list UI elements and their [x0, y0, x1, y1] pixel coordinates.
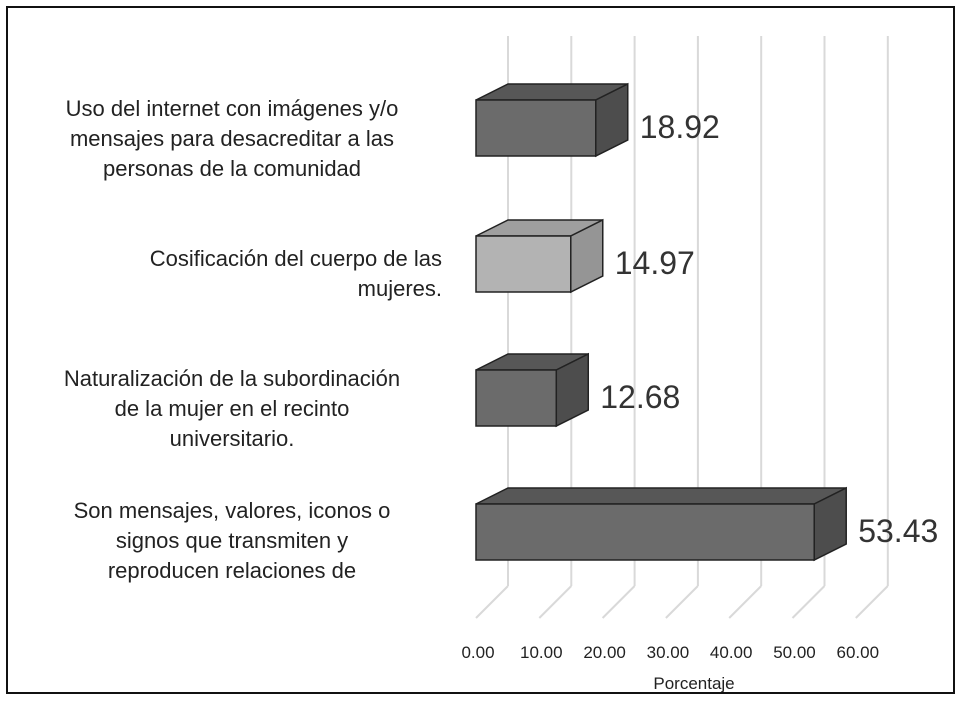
tick-label: 10.00 — [520, 643, 563, 662]
tick-labels: 0.00 10.00 20.00 30.00 40.00 50.00 60.00 — [461, 643, 879, 662]
bar-top-face — [475, 487, 847, 505]
tick-label: 50.00 — [773, 643, 816, 662]
tick-label: 40.00 — [710, 643, 753, 662]
category-label-line: Naturalización de la subordinación — [63, 366, 401, 391]
floor-gridline — [538, 585, 573, 619]
category-label-line: Son mensajes, valores, iconos o — [73, 498, 391, 523]
category-label-line: Cosificación del cuerpo de las — [149, 246, 442, 271]
bar-front-face — [475, 99, 597, 157]
category-label-line: universitario. — [169, 426, 295, 451]
value-label: 14.97 — [615, 245, 695, 281]
bar-chart: 18.92 14.97 12.68 53.43 0.00 10.00 20.00 30.00… — [461, 36, 938, 692]
category-label: Uso del internet con imágenes y/o mensaje… — [22, 94, 442, 184]
floor-gridline — [475, 585, 509, 619]
bar-front-face — [475, 503, 815, 561]
bar-4 — [475, 486, 847, 562]
bar-3 — [475, 352, 590, 428]
floor-gridline — [728, 585, 762, 619]
category-label-line: mensajes para desacreditar a las — [69, 126, 395, 151]
tick-label: 60.00 — [837, 643, 880, 662]
value-label: 53.43 — [858, 513, 938, 549]
category-label-line: reproducen relaciones de — [107, 558, 357, 583]
category-label-line: personas de la comunidad — [102, 156, 362, 181]
bar-front-face — [475, 369, 558, 427]
x-axis-title: Porcentaje — [653, 674, 734, 692]
chart-frame: Uso del internet con imágenes y/o mensaje… — [6, 6, 955, 694]
tick-label: 20.00 — [583, 643, 626, 662]
tick-label: 30.00 — [647, 643, 690, 662]
category-label-line: signos que transmiten y — [115, 528, 349, 553]
value-label: 12.68 — [600, 379, 680, 415]
category-label-line: Uso del internet con imágenes y/o — [65, 96, 399, 121]
floor-gridline — [665, 585, 699, 619]
bar-2 — [475, 218, 604, 294]
tick-label: 0.00 — [461, 643, 494, 662]
category-label-line: mujeres. — [357, 276, 442, 301]
bar-front-face — [475, 235, 572, 293]
value-label: 18.92 — [640, 109, 720, 145]
floor-gridline — [791, 585, 826, 619]
floor-gridline — [855, 585, 889, 619]
bar-1 — [475, 82, 629, 158]
category-label-line: de la mujer en el recinto — [114, 396, 350, 421]
category-label: Cosificación del cuerpo de las mujeres. — [22, 244, 442, 304]
category-label: Naturalización de la subordinación de la … — [22, 364, 442, 454]
floor-gridline — [601, 585, 636, 619]
bars — [475, 82, 847, 562]
category-label: Son mensajes, valores, iconos o signos qu… — [22, 496, 442, 586]
value-labels: 18.92 14.97 12.68 53.43 — [600, 109, 938, 549]
